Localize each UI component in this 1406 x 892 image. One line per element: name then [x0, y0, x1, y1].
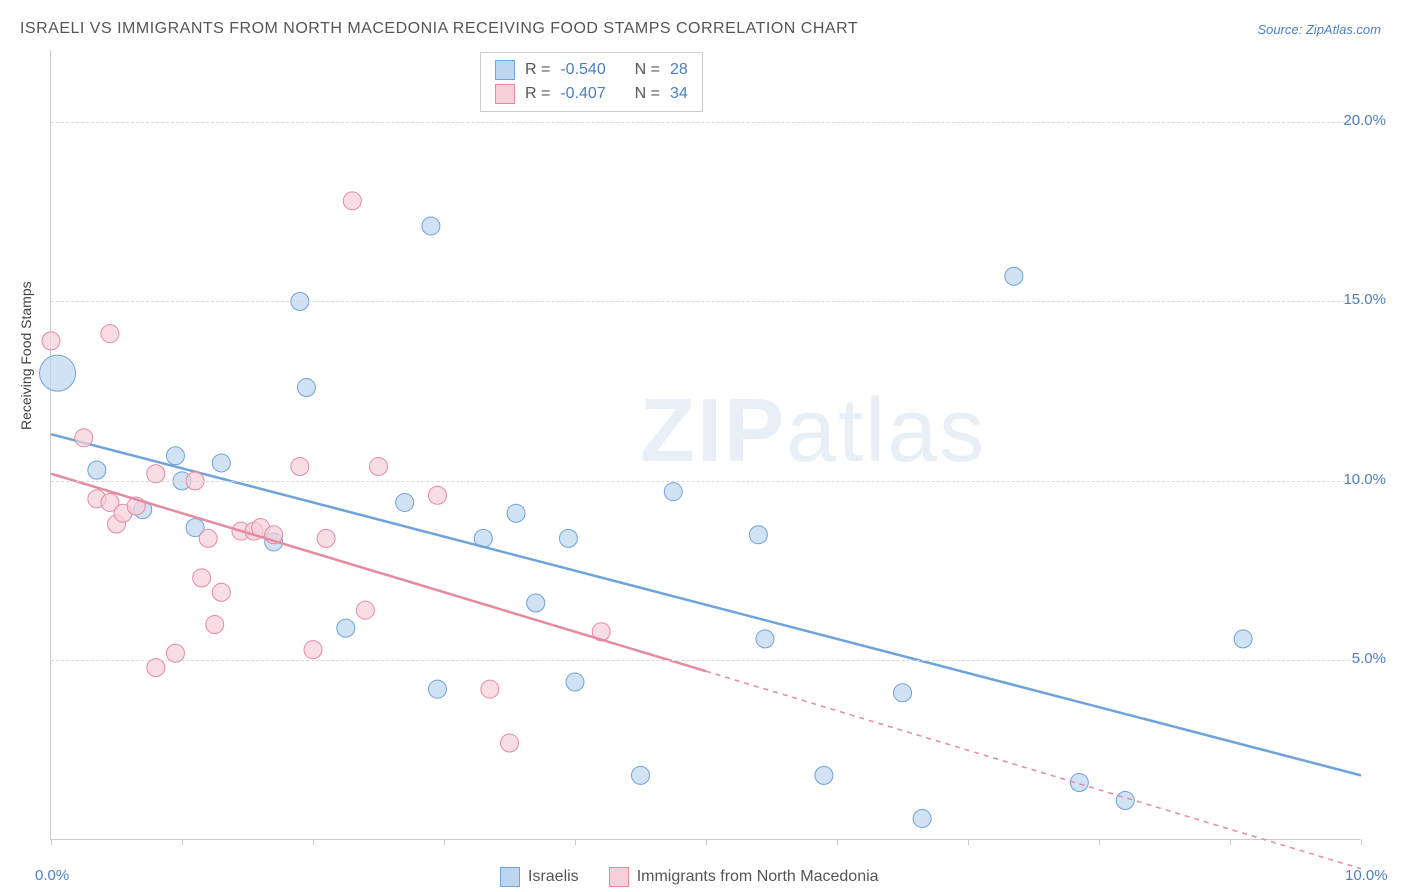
data-point: [75, 429, 93, 447]
x-tick: [51, 839, 52, 845]
y-tick-label: 15.0%: [1343, 291, 1386, 308]
trend-line-dashed: [706, 671, 1361, 869]
data-point: [1234, 630, 1252, 648]
trend-line: [51, 474, 706, 672]
data-point: [566, 673, 584, 691]
y-tick-label: 10.0%: [1343, 471, 1386, 488]
chart-title: ISRAELI VS IMMIGRANTS FROM NORTH MACEDON…: [20, 20, 858, 38]
legend-swatch: [609, 867, 629, 887]
r-label: R =: [525, 58, 550, 82]
data-point: [291, 458, 309, 476]
gridline: [51, 660, 1360, 661]
data-point: [428, 486, 446, 504]
legend-swatch: [495, 84, 515, 104]
data-point: [356, 601, 374, 619]
chart-svg: [51, 50, 1360, 839]
legend-swatch: [495, 60, 515, 80]
data-point: [913, 809, 931, 827]
data-point: [343, 192, 361, 210]
data-point: [749, 526, 767, 544]
data-point: [422, 217, 440, 235]
legend-item: Immigrants from North Macedonia: [609, 867, 879, 887]
x-tick: [1099, 839, 1100, 845]
data-point: [428, 680, 446, 698]
y-axis-label: Receiving Food Stamps: [18, 281, 34, 430]
data-point: [370, 458, 388, 476]
source-attribution: Source: ZipAtlas.com: [1257, 22, 1381, 37]
legend-label: Israelis: [528, 868, 579, 886]
correlation-row: R = -0.407 N = 34: [495, 82, 688, 106]
data-point: [88, 461, 106, 479]
x-tick: [313, 839, 314, 845]
data-point: [664, 483, 682, 501]
data-point: [40, 355, 76, 391]
trend-line: [51, 434, 1361, 775]
x-tick: [1361, 839, 1362, 845]
r-label: R =: [525, 82, 550, 106]
data-point: [212, 454, 230, 472]
data-point: [396, 493, 414, 511]
data-point: [199, 529, 217, 547]
x-tick: [575, 839, 576, 845]
x-tick-label: 0.0%: [35, 867, 69, 884]
data-point: [815, 766, 833, 784]
r-value: -0.540: [560, 58, 605, 82]
x-tick-label: 10.0%: [1345, 867, 1388, 884]
correlation-legend: R = -0.540 N = 28 R = -0.407 N = 34: [480, 52, 703, 112]
n-label: N =: [635, 58, 660, 82]
x-tick: [837, 839, 838, 845]
series-legend: Israelis Immigrants from North Macedonia: [500, 867, 879, 887]
data-point: [206, 616, 224, 634]
data-point: [297, 379, 315, 397]
x-tick: [968, 839, 969, 845]
legend-item: Israelis: [500, 867, 579, 887]
data-point: [212, 583, 230, 601]
data-point: [894, 684, 912, 702]
x-tick: [1230, 839, 1231, 845]
plot-area: [50, 50, 1360, 840]
r-value: -0.407: [560, 82, 605, 106]
data-point: [42, 332, 60, 350]
x-tick: [706, 839, 707, 845]
data-point: [559, 529, 577, 547]
gridline: [51, 481, 1360, 482]
data-point: [317, 529, 335, 547]
gridline: [51, 301, 1360, 302]
source-prefix: Source:: [1257, 22, 1305, 37]
x-tick: [182, 839, 183, 845]
y-tick-label: 5.0%: [1352, 650, 1386, 667]
legend-label: Immigrants from North Macedonia: [637, 868, 879, 886]
legend-swatch: [500, 867, 520, 887]
y-tick-label: 20.0%: [1343, 112, 1386, 129]
data-point: [166, 447, 184, 465]
data-point: [304, 641, 322, 659]
data-point: [632, 766, 650, 784]
source-link[interactable]: ZipAtlas.com: [1306, 22, 1381, 37]
n-value: 34: [670, 82, 688, 106]
data-point: [481, 680, 499, 698]
data-point: [1116, 792, 1134, 810]
data-point: [527, 594, 545, 612]
data-point: [1005, 267, 1023, 285]
gridline: [51, 122, 1360, 123]
n-value: 28: [670, 58, 688, 82]
correlation-row: R = -0.540 N = 28: [495, 58, 688, 82]
data-point: [101, 325, 119, 343]
x-tick: [444, 839, 445, 845]
data-point: [756, 630, 774, 648]
data-point: [507, 504, 525, 522]
n-label: N =: [635, 82, 660, 106]
data-point: [337, 619, 355, 637]
data-point: [501, 734, 519, 752]
data-point: [193, 569, 211, 587]
